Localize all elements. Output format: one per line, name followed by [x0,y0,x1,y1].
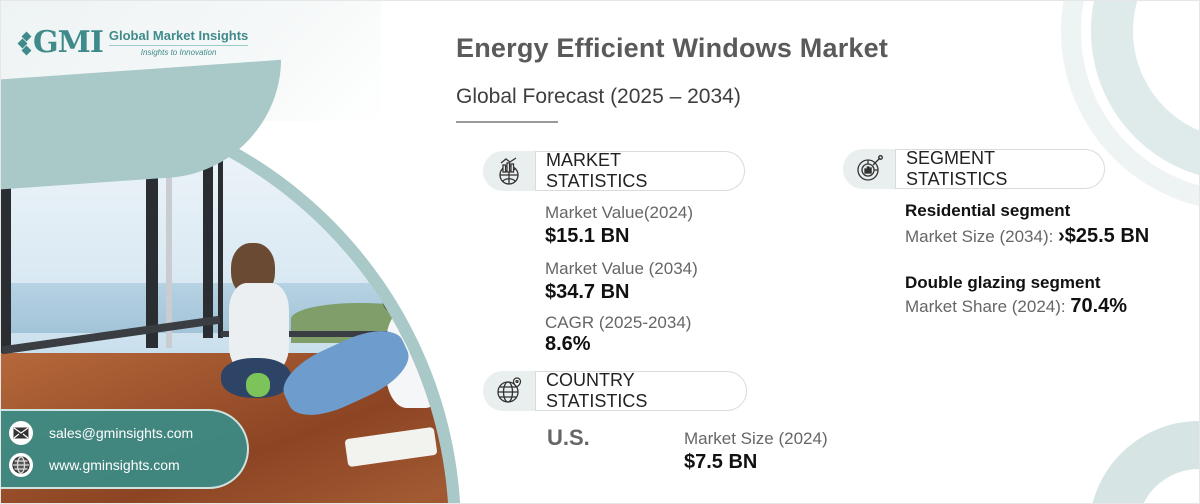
page-title: Energy Efficient Windows Market [456,33,889,63]
cagr-label: CAGR (2025-2034) [545,313,692,332]
country-statistics-label: COUNTRY STATISTICS [535,370,747,411]
country-name: U.S. [547,425,590,450]
logo-mark: GMI [33,25,104,60]
double-glazing-metric-value: 70.4% [1070,295,1128,317]
market-value-2034: $34.7 BN [545,281,630,303]
residential-segment-name: Residential segment [905,201,1071,220]
residential-metric-label: Market Size (2034): [905,227,1054,246]
contact-email-row[interactable]: sales@gminsights.com [9,417,247,449]
country-market-size-label: Market Size (2024) [684,429,828,448]
country-market-size-value: $7.5 BN [684,451,758,473]
gmi-logo: GMI Global Market Insights Insights to I… [17,25,249,60]
residential-segment-metric: Market Size (2034): ›$25.5 BN [905,225,1149,248]
double-glazing-segment-metric: Market Share (2024): 70.4% [905,295,1127,318]
market-value-2024-label: Market Value(2024) [545,203,694,222]
double-glazing-metric-label: Market Share (2024): [905,297,1066,316]
market-value-2034-label: Market Value (2034) [545,259,698,278]
contact-website-row[interactable]: www.gminsights.com [9,449,247,481]
brand-tagline: Insights to Innovation [140,48,217,57]
decorative-ring-bottom-right [1089,421,1199,503]
title-divider [456,121,558,123]
envelope-icon [9,421,33,445]
country-statistics-header: COUNTRY STATISTICS [483,370,747,411]
segment-statistics-header: SEGMENT STATISTICS [843,148,1105,189]
page-subtitle: Global Forecast (2025 – 2034) [456,85,741,108]
cagr-value: 8.6% [545,333,591,355]
globe-icon [9,453,33,477]
contact-website-link[interactable]: www.gminsights.com [49,457,180,473]
contact-panel: sales@gminsights.com www.gminsights.com [1,409,249,489]
double-glazing-segment-name: Double glazing segment [905,273,1101,292]
market-statistics-header: MARKET STATISTICS [483,150,745,191]
chart-globe-icon [483,151,535,191]
segment-statistics-label: SEGMENT STATISTICS [895,148,1105,189]
pie-chart-target-icon [843,149,895,189]
contact-email-link[interactable]: sales@gminsights.com [49,425,194,441]
residential-metric-value: ›$25.5 BN [1058,225,1150,247]
logo-diamonds-icon [17,31,32,55]
market-value-2024: $15.1 BN [545,225,630,247]
brand-name: Global Market Insights [108,28,249,46]
market-statistics-label: MARKET STATISTICS [535,150,745,191]
globe-pin-icon [483,371,535,411]
